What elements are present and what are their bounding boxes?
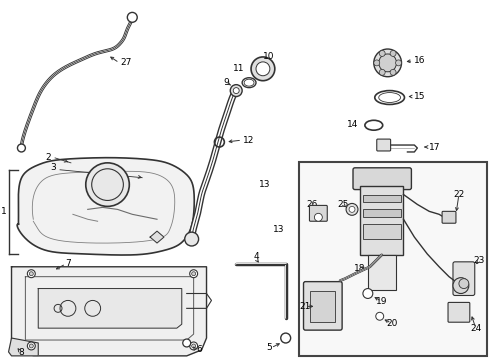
- Circle shape: [233, 87, 239, 94]
- Polygon shape: [150, 231, 164, 243]
- Circle shape: [127, 12, 137, 22]
- Circle shape: [29, 344, 33, 348]
- Text: 12: 12: [243, 136, 254, 145]
- Text: 3: 3: [50, 163, 56, 172]
- Circle shape: [27, 342, 35, 350]
- Text: 4: 4: [253, 252, 259, 261]
- Text: 9: 9: [223, 78, 229, 87]
- Bar: [363, 210, 400, 217]
- Text: 16: 16: [415, 57, 426, 66]
- Bar: [298, 162, 487, 356]
- Circle shape: [363, 289, 373, 298]
- Circle shape: [374, 49, 401, 77]
- Circle shape: [346, 203, 358, 215]
- Text: 20: 20: [386, 319, 397, 328]
- Polygon shape: [38, 289, 182, 328]
- Circle shape: [379, 69, 385, 75]
- Circle shape: [192, 344, 196, 348]
- Circle shape: [18, 144, 25, 152]
- Circle shape: [349, 206, 355, 212]
- Bar: [360, 186, 403, 255]
- Text: 24: 24: [470, 324, 481, 333]
- Text: 14: 14: [346, 120, 358, 129]
- Text: 27: 27: [121, 58, 132, 67]
- Text: 21: 21: [300, 302, 311, 311]
- FancyBboxPatch shape: [453, 262, 475, 296]
- Circle shape: [185, 232, 198, 246]
- Text: 26: 26: [307, 200, 318, 209]
- Circle shape: [192, 272, 196, 276]
- FancyBboxPatch shape: [303, 282, 342, 330]
- Text: 11: 11: [233, 64, 245, 73]
- Circle shape: [453, 278, 469, 293]
- Bar: [363, 194, 400, 202]
- Circle shape: [390, 69, 396, 75]
- Circle shape: [315, 213, 322, 221]
- Text: 17: 17: [429, 143, 441, 152]
- Circle shape: [29, 272, 33, 276]
- Circle shape: [190, 270, 197, 278]
- Text: 25: 25: [338, 200, 349, 209]
- Text: 15: 15: [415, 92, 426, 101]
- Circle shape: [374, 60, 380, 66]
- Bar: [368, 255, 395, 289]
- Text: 10: 10: [263, 53, 274, 62]
- Text: 6: 6: [196, 346, 202, 355]
- Circle shape: [256, 62, 270, 76]
- Bar: [311, 291, 335, 322]
- Text: 8: 8: [19, 348, 25, 357]
- Bar: [363, 224, 400, 239]
- FancyBboxPatch shape: [377, 139, 391, 151]
- Circle shape: [230, 85, 242, 96]
- Text: 19: 19: [376, 297, 388, 306]
- Circle shape: [27, 270, 35, 278]
- Circle shape: [395, 60, 401, 66]
- FancyBboxPatch shape: [442, 211, 456, 223]
- Polygon shape: [12, 267, 206, 356]
- Text: 13: 13: [273, 225, 285, 234]
- Text: 2: 2: [46, 153, 51, 162]
- Text: 1: 1: [1, 207, 6, 216]
- Text: 23: 23: [473, 256, 485, 265]
- Circle shape: [379, 50, 385, 57]
- Text: 13: 13: [259, 180, 270, 189]
- Circle shape: [281, 333, 291, 343]
- Polygon shape: [17, 158, 194, 255]
- Circle shape: [459, 279, 469, 289]
- Text: 18: 18: [354, 264, 366, 273]
- Circle shape: [183, 339, 191, 347]
- Text: 22: 22: [453, 190, 465, 199]
- Circle shape: [86, 163, 129, 206]
- Text: 5: 5: [266, 343, 272, 352]
- FancyBboxPatch shape: [310, 206, 327, 221]
- FancyBboxPatch shape: [353, 168, 412, 190]
- Circle shape: [376, 312, 384, 320]
- Circle shape: [390, 50, 396, 57]
- Text: 7: 7: [65, 259, 71, 268]
- Circle shape: [251, 57, 275, 81]
- Circle shape: [190, 342, 197, 350]
- Polygon shape: [8, 338, 38, 356]
- Circle shape: [379, 54, 396, 72]
- FancyBboxPatch shape: [448, 302, 470, 322]
